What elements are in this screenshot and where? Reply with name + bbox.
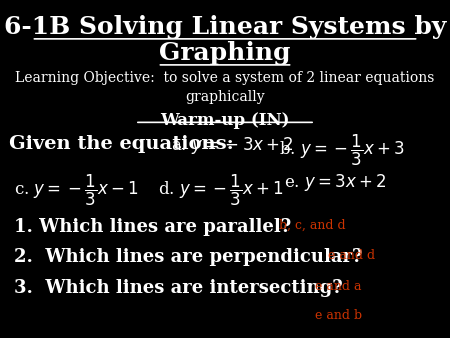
Text: a. $y = -3x+2$: a. $y = -3x+2$ [171,135,294,156]
Text: 6-1B Solving Linear Systems by: 6-1B Solving Linear Systems by [4,15,446,39]
Text: b. $y = -\dfrac{1}{3}x+3$: b. $y = -\dfrac{1}{3}x+3$ [279,132,405,168]
Text: b, c, and d: b, c, and d [279,219,346,232]
Text: d. $y = -\dfrac{1}{3}x+1$: d. $y = -\dfrac{1}{3}x+1$ [158,172,284,208]
Text: Graphing: Graphing [159,41,291,65]
Text: e and d: e and d [328,249,376,262]
Text: Learning Objective:  to solve a system of 2 linear equations
graphically: Learning Objective: to solve a system of… [15,71,435,104]
Text: Warm-up (IN): Warm-up (IN) [160,112,290,129]
Text: e and b: e and b [315,309,362,322]
Text: 2.  Which lines are perpendicular?: 2. Which lines are perpendicular? [14,248,362,266]
Text: 3.  Which lines are intersecting?: 3. Which lines are intersecting? [14,279,342,297]
Text: c. $y = -\dfrac{1}{3}x-1$: c. $y = -\dfrac{1}{3}x-1$ [14,172,138,208]
Text: 1. Which lines are parallel?: 1. Which lines are parallel? [14,218,291,236]
Text: e. $y = 3x+2$: e. $y = 3x+2$ [284,172,386,193]
Text: Given the equations:: Given the equations: [9,135,234,153]
Text: e and a: e and a [315,280,361,293]
